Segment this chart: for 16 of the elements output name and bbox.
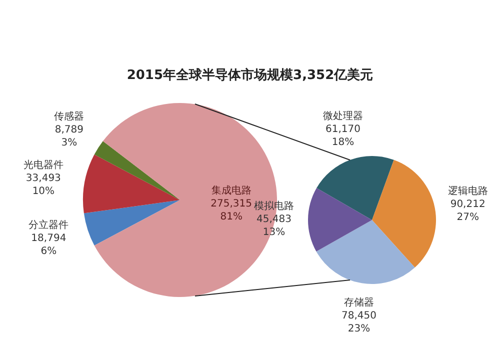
slice-label: 模拟电路 <box>254 200 294 212</box>
data-label: 90,212 27% <box>450 198 486 223</box>
data-label: 8,789 3% <box>54 124 84 149</box>
slice-label: 存储器 <box>344 296 374 308</box>
slice-label: 传感器 <box>54 110 84 123</box>
data-label: 33,493 10% <box>26 173 61 198</box>
data-label: 18,794 6% <box>31 233 66 258</box>
slice-label: 微处理器 <box>322 110 363 122</box>
slice-label: 分立器件 <box>28 219 69 232</box>
data-label: 61,170 18% <box>325 124 360 148</box>
data-label: 78,450 23% <box>342 310 377 334</box>
chart-title: 2015年全球半导体市场规模3,352亿美元 <box>126 67 374 83</box>
data-label: 275,315 81% <box>210 198 252 223</box>
slice-label: 逻辑电路 <box>448 184 488 197</box>
slice-label: 集成电路 <box>211 184 252 197</box>
slice-label: 光电器件 <box>23 159 64 172</box>
